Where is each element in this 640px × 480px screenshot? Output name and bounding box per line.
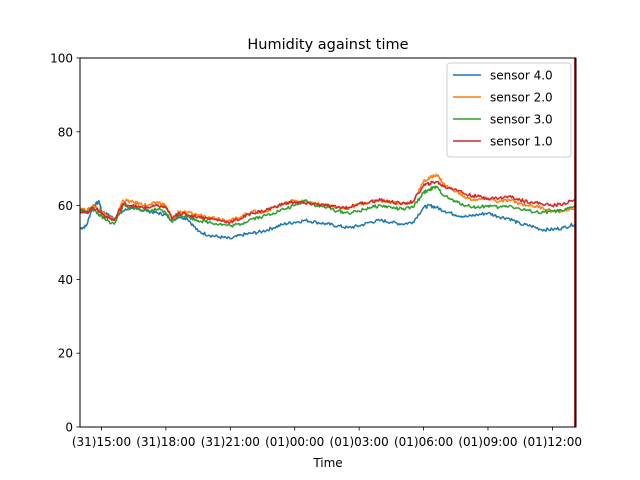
y-tick-label: 20: [58, 347, 73, 361]
series-layer: [79, 173, 576, 240]
legend-label: sensor 2.0: [490, 91, 553, 105]
y-tick-label: 0: [65, 421, 73, 435]
legend-label: sensor 4.0: [490, 69, 553, 83]
y-tick-label: 40: [58, 273, 73, 287]
x-tick-label: (01)12:00: [523, 435, 582, 449]
legend-label: sensor 1.0: [490, 135, 553, 149]
x-axis-label: Time: [312, 456, 342, 470]
y-tick-label: 80: [58, 125, 73, 139]
y-axis: 0 20 40 60 80 100: [50, 52, 80, 435]
x-tick-label: (01)03:00: [330, 435, 389, 449]
legend-label: sensor 3.0: [490, 113, 553, 127]
chart-title: Humidity against time: [247, 37, 408, 53]
legend-box: [446, 62, 572, 158]
y-tick-label: 60: [58, 199, 73, 213]
plot-frame: [79, 57, 577, 428]
x-tick-label: (01)06:00: [394, 435, 453, 449]
y-tick-label: 100: [50, 52, 73, 66]
x-tick-label: (01)00:00: [265, 435, 324, 449]
x-axis: (31)15:00 (31)18:00 (31)21:00 (01)00:00 (01)…: [72, 427, 582, 449]
x-tick-label: (01)09:00: [458, 435, 517, 449]
x-tick-label: (31)18:00: [136, 435, 195, 449]
series-line-sensor-1-0: [79, 180, 575, 225]
x-tick-label: (31)21:00: [201, 435, 260, 449]
legend: sensor 4.0 sensor 2.0 sensor 3.0 sensor 1.0: [446, 62, 572, 158]
x-tick-label: (31)15:00: [72, 435, 131, 449]
